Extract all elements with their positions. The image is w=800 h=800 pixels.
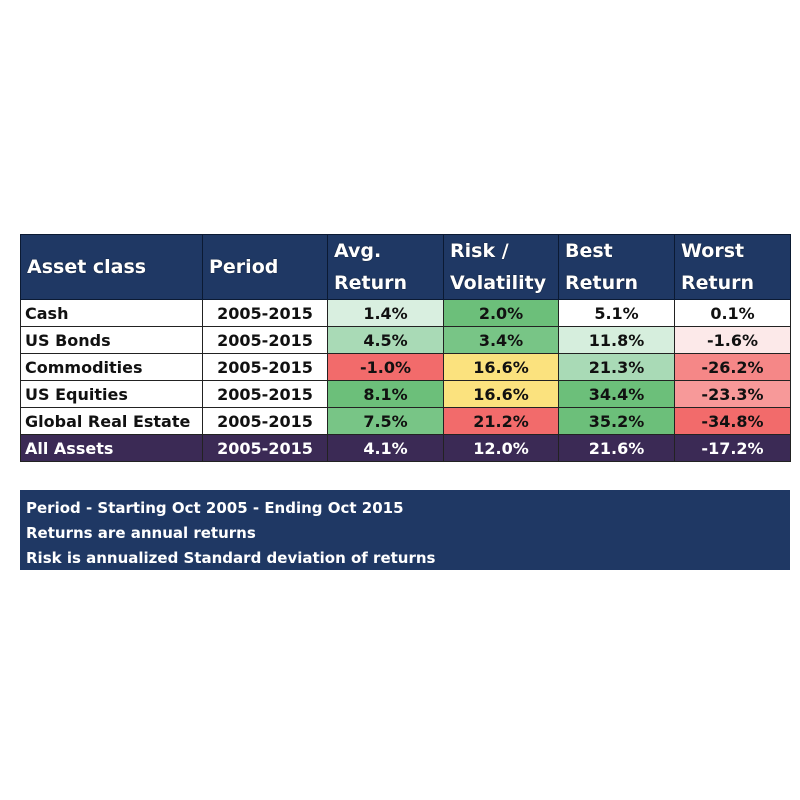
- period-cell: 2005-2015: [202, 380, 328, 408]
- worst-return-cell: -23.3%: [674, 380, 791, 408]
- avg-return-cell: 8.1%: [327, 380, 444, 408]
- period-cell: 2005-2015: [202, 353, 328, 381]
- worst-return-cell: -26.2%: [674, 353, 791, 381]
- asset-class-cell: Commodities: [20, 353, 203, 381]
- worst-return-cell: 0.1%: [674, 299, 791, 327]
- best-return-cell: 5.1%: [558, 299, 675, 327]
- returns-table-container: Asset class Period Avg. Return Risk / Volatil…: [20, 234, 791, 462]
- total-period-cell: 2005-2015: [202, 434, 328, 462]
- header-best-return-line: Return: [565, 272, 639, 294]
- total-worst-return-cell: -17.2%: [674, 434, 791, 462]
- table-header-row: Asset class Period Avg. Return Risk / Volatil…: [20, 234, 791, 300]
- header-worst-return: Worst Return: [674, 234, 791, 300]
- header-period: Period: [202, 234, 328, 300]
- best-return-cell: 34.4%: [558, 380, 675, 408]
- worst-return-cell: -34.8%: [674, 407, 791, 435]
- header-avg-return-line: Return: [334, 272, 408, 294]
- asset-class-cell: Global Real Estate: [20, 407, 203, 435]
- table-row: US Bonds 2005-2015 4.5% 3.4% 11.8% -1.6%: [20, 326, 791, 354]
- table-row: Global Real Estate 2005-2015 7.5% 21.2% 35.2…: [20, 407, 791, 435]
- best-return-cell: 35.2%: [558, 407, 675, 435]
- avg-return-cell: 4.5%: [327, 326, 444, 354]
- avg-return-cell: 1.4%: [327, 299, 444, 327]
- table-body: Cash 2005-2015 1.4% 2.0% 5.1% 0.1% US Bonds 200…: [20, 299, 791, 462]
- total-asset-class-cell: All Assets: [20, 434, 203, 462]
- asset-returns-table: Asset class Period Avg. Return Risk / Volatil…: [20, 234, 791, 462]
- total-best-return-cell: 21.6%: [558, 434, 675, 462]
- header-worst-return-line: Return: [681, 272, 755, 294]
- header-asset-class: Asset class: [20, 234, 203, 300]
- risk-cell: 16.6%: [443, 380, 559, 408]
- period-cell: 2005-2015: [202, 299, 328, 327]
- header-avg-return-line: Avg.: [334, 240, 382, 262]
- worst-return-cell: -1.6%: [674, 326, 791, 354]
- header-worst-return-line: Worst: [681, 240, 745, 262]
- period-cell: 2005-2015: [202, 407, 328, 435]
- header-period-line: Period: [209, 256, 279, 278]
- total-risk-cell: 12.0%: [443, 434, 559, 462]
- note-returns: Returns are annual returns: [26, 524, 256, 542]
- asset-class-cell: US Bonds: [20, 326, 203, 354]
- header-risk-volatility: Risk / Volatility: [443, 234, 559, 300]
- table-row: Commodities 2005-2015 -1.0% 16.6% 21.3% -26.2…: [20, 353, 791, 381]
- header-avg-return: Avg. Return: [327, 234, 444, 300]
- header-risk-volatility-line: Risk /: [450, 240, 509, 262]
- header-asset-class-line: Asset class: [27, 256, 147, 278]
- note-period: Period - Starting Oct 2005 - Ending Oct …: [26, 499, 404, 517]
- note-risk: Risk is annualized Standard deviation of…: [26, 549, 436, 567]
- asset-class-cell: US Equities: [20, 380, 203, 408]
- avg-return-cell: 7.5%: [327, 407, 444, 435]
- total-row: All Assets 2005-2015 4.1% 12.0% 21.6% -17.2%: [20, 434, 791, 462]
- risk-cell: 3.4%: [443, 326, 559, 354]
- period-cell: 2005-2015: [202, 326, 328, 354]
- header-best-return-line: Best: [565, 240, 613, 262]
- table-row: Cash 2005-2015 1.4% 2.0% 5.1% 0.1%: [20, 299, 791, 327]
- avg-return-cell: -1.0%: [327, 353, 444, 381]
- best-return-cell: 21.3%: [558, 353, 675, 381]
- header-risk-volatility-line: Volatility: [450, 272, 547, 294]
- best-return-cell: 11.8%: [558, 326, 675, 354]
- asset-class-cell: Cash: [20, 299, 203, 327]
- risk-cell: 21.2%: [443, 407, 559, 435]
- header-best-return: Best Return: [558, 234, 675, 300]
- notes-box: Period - Starting Oct 2005 - Ending Oct …: [20, 490, 790, 570]
- table-row: US Equities 2005-2015 8.1% 16.6% 34.4% -23.3%: [20, 380, 791, 408]
- risk-cell: 2.0%: [443, 299, 559, 327]
- risk-cell: 16.6%: [443, 353, 559, 381]
- total-avg-return-cell: 4.1%: [327, 434, 444, 462]
